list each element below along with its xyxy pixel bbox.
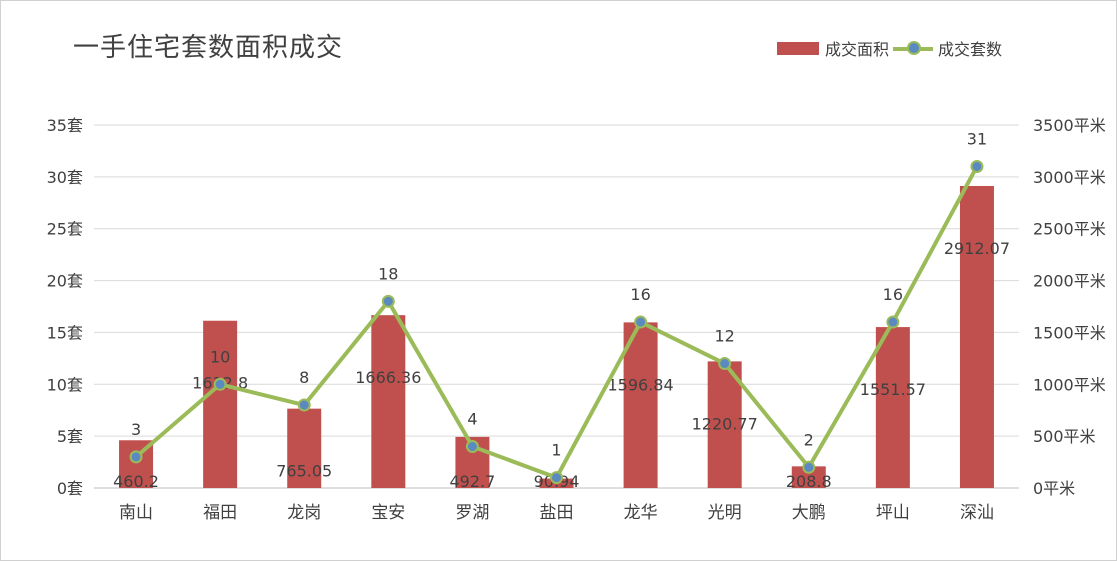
legend-line-marker xyxy=(907,40,922,55)
chart-title: 一手住宅套数面积成交 xyxy=(73,33,344,63)
y-right-tick-label: 3000平米 xyxy=(1033,168,1106,187)
bar xyxy=(959,185,994,488)
line-marker xyxy=(465,440,479,454)
legend-line-swatch xyxy=(893,40,934,55)
bar xyxy=(623,322,658,488)
bar-data-label: 460.2 xyxy=(113,472,159,491)
legend-label-count: 成交套数 xyxy=(938,40,1003,59)
bar-data-label: 1220.77 xyxy=(692,414,758,433)
bar-data-label: 1666.36 xyxy=(355,368,421,387)
y-right-tick-label: 1500平米 xyxy=(1033,323,1106,342)
line-data-label: 31 xyxy=(967,129,987,148)
line-data-label: 1 xyxy=(551,441,561,460)
line-marker xyxy=(802,460,816,474)
legend-label-area: 成交面积 xyxy=(825,40,890,59)
x-category-label: 宝安 xyxy=(371,503,405,523)
y-right-tick-label: 2000平米 xyxy=(1033,272,1106,291)
y-left-tick-label: 5套 xyxy=(57,427,83,446)
y-left-tick-label: 0套 xyxy=(57,479,83,498)
x-category-label: 盐田 xyxy=(540,503,574,523)
line-data-label: 10 xyxy=(210,347,230,366)
chart-legend: 成交面积 成交套数 xyxy=(777,37,1002,59)
line-data-label: 16 xyxy=(630,285,650,304)
x-category-label: 罗湖 xyxy=(455,503,489,523)
line-data-label: 2 xyxy=(804,430,814,449)
bar-data-label: 1596.84 xyxy=(608,375,674,394)
x-category-label: 深汕 xyxy=(960,503,994,523)
line-data-label: 4 xyxy=(467,410,477,429)
y-right-tick-label: 2500平米 xyxy=(1033,220,1106,239)
bar-data-label: 492.7 xyxy=(450,472,496,491)
line-data-label: 16 xyxy=(883,285,903,304)
x-category-label: 坪山 xyxy=(876,503,910,523)
y-left-tick-label: 20套 xyxy=(47,272,83,291)
y-left-tick-label: 35套 xyxy=(47,116,83,135)
legend-item-area: 成交面积 xyxy=(777,36,889,60)
line-marker xyxy=(886,315,900,329)
line-marker xyxy=(297,398,311,412)
bar-data-label: 2912.07 xyxy=(944,239,1010,258)
bar xyxy=(875,327,910,488)
y-right-tick-label: 3500平米 xyxy=(1033,116,1106,135)
line-marker xyxy=(213,377,227,391)
bar-data-label: 208.8 xyxy=(786,472,832,491)
legend-item-count: 成交套数 xyxy=(889,36,1002,60)
y-right-tick-label: 500平米 xyxy=(1033,427,1096,446)
line-data-label: 12 xyxy=(715,327,735,346)
legend-bar-swatch xyxy=(777,41,819,55)
x-category-label: 大鹏 xyxy=(792,503,826,523)
bar-data-label: 1551.57 xyxy=(860,380,926,399)
bar xyxy=(707,361,742,488)
line-data-label: 8 xyxy=(299,368,309,387)
bar xyxy=(791,466,826,488)
y-right-tick-label: 1000平米 xyxy=(1033,375,1106,394)
line-data-label: 18 xyxy=(378,264,398,283)
bar-data-label: 765.05 xyxy=(276,462,332,481)
line-marker xyxy=(550,471,563,485)
line-marker xyxy=(718,357,732,371)
y-right-tick-label: 0平米 xyxy=(1033,479,1075,498)
line-marker xyxy=(634,315,648,329)
bar xyxy=(371,315,406,488)
bar xyxy=(203,320,238,488)
y-left-tick-label: 10套 xyxy=(47,375,83,394)
x-category-label: 福田 xyxy=(203,503,237,523)
line-series xyxy=(134,164,979,480)
bar xyxy=(287,408,322,488)
y-left-tick-label: 30套 xyxy=(47,168,83,187)
line-marker xyxy=(970,159,984,173)
x-category-label: 南山 xyxy=(119,503,153,523)
y-left-tick-label: 25套 xyxy=(47,220,83,239)
x-category-label: 龙岗 xyxy=(287,503,321,523)
y-left-tick-label: 15套 xyxy=(47,323,83,342)
line-marker xyxy=(129,450,143,464)
line-marker xyxy=(381,294,395,308)
x-category-label: 光明 xyxy=(708,503,742,523)
line-data-label: 3 xyxy=(131,420,141,439)
x-category-label: 龙华 xyxy=(624,503,658,523)
